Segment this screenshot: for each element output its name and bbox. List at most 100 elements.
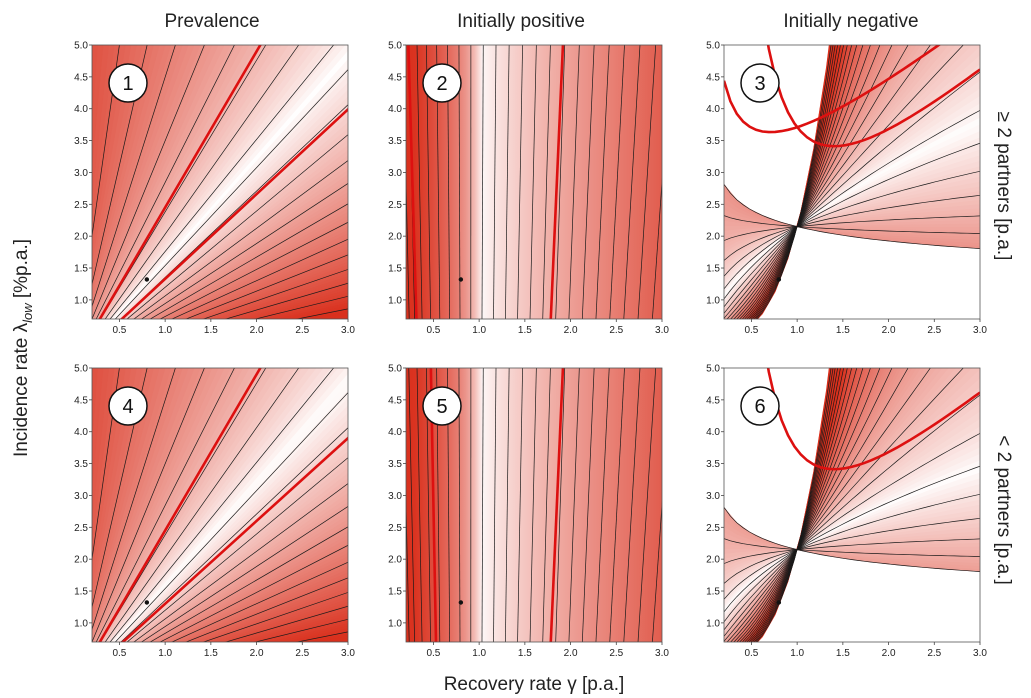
- heatmap-band: [92, 368, 104, 492]
- heatmap-band: [97, 368, 256, 642]
- y-axis-title-unit: [%p.a.]: [11, 239, 32, 303]
- panel-5: 0.5 1.0 1.5 2.0 2.5 3.0 1.0 1.5 2.0 2.5 3.0 3.5 4.0 4…: [388, 364, 669, 660]
- heatmap-band: [108, 368, 331, 642]
- highlight-contour: [549, 45, 565, 319]
- contour-line: [744, 368, 853, 642]
- heatmap-band: [102, 368, 289, 642]
- contour-line: [92, 368, 205, 642]
- heatmap-band: [92, 368, 213, 642]
- heatmap-band: [110, 368, 346, 642]
- contour-line: [637, 45, 657, 319]
- contour-line: [746, 368, 848, 642]
- x-tick-label: 0.5: [112, 325, 126, 336]
- contour-line: [126, 457, 348, 642]
- y-tick-label: 3.5: [74, 136, 88, 147]
- heatmap-band: [100, 368, 276, 642]
- contour-line: [724, 45, 964, 314]
- panel-4: 0.5 1.0 1.5 2.0 2.5 3.0 1.0 1.5 2.0 2.5 3.0 3.5 4.0 4…: [74, 364, 355, 660]
- contour-line: [724, 71, 980, 308]
- y-axis-title: Incidence rate λlow [%p.a.]: [11, 239, 35, 457]
- contour-line: [581, 45, 595, 319]
- contour-line: [171, 238, 348, 319]
- y-tick-label: 1.0: [74, 295, 88, 306]
- plot-area: [92, 368, 348, 642]
- contour-line: [104, 368, 300, 642]
- contour-line: [724, 184, 980, 249]
- x-tick-label: 0.5: [426, 325, 440, 336]
- x-tick-label: 2.5: [927, 325, 941, 336]
- contour-line: [739, 45, 864, 319]
- column-title-prevalence: Prevalence: [164, 11, 259, 32]
- contour-line: [741, 368, 858, 642]
- x-tick-label: 0.5: [112, 648, 126, 659]
- contour-line: [724, 538, 980, 564]
- panel-number-badge: [740, 63, 780, 103]
- contour-line: [493, 45, 497, 319]
- contour-line: [202, 592, 348, 642]
- y-tick-label: 3.0: [74, 168, 88, 179]
- y-tick-label: 3.0: [388, 491, 402, 502]
- heatmap-band: [92, 45, 115, 223]
- contour-line: [416, 45, 423, 319]
- y-tick-label: 4.0: [706, 427, 720, 438]
- contour-line: [185, 254, 348, 319]
- contour-line: [408, 368, 415, 642]
- y-tick-label: 1.5: [74, 587, 88, 598]
- x-tick-label: 3.0: [973, 648, 987, 659]
- contour-line: [724, 368, 931, 642]
- contour-line: [140, 183, 348, 319]
- x-tick-label: 2.5: [927, 648, 941, 659]
- x-axis-title: Recovery rate γ [p.a.]: [444, 674, 625, 695]
- contour-line: [185, 577, 348, 642]
- x-tick-label: 1.0: [158, 648, 172, 659]
- row-label-top: ≥ 2 partners [p.a.]: [993, 112, 1014, 261]
- x-tick-label: 2.0: [882, 325, 896, 336]
- x-tick-label: 1.0: [472, 648, 486, 659]
- y-tick-label: 2.0: [388, 555, 402, 566]
- y-tick-label: 3.5: [706, 459, 720, 470]
- contour-line: [505, 368, 510, 642]
- x-tick-label: 1.0: [472, 325, 486, 336]
- contour-line: [726, 45, 909, 319]
- contour-line: [724, 368, 964, 637]
- y-tick-label: 1.0: [706, 295, 720, 306]
- y-tick-label: 3.0: [706, 168, 720, 179]
- highlight-contour: [766, 45, 980, 148]
- contour-line: [581, 368, 595, 642]
- contour-line: [652, 176, 662, 319]
- y-tick-label: 2.5: [388, 523, 402, 534]
- heatmap-band: [109, 368, 339, 642]
- y-axis-title-main: Incidence rate λ: [11, 322, 32, 457]
- y-tick-label: 1.5: [706, 264, 720, 275]
- panel-number-badge: [108, 386, 148, 426]
- y-tick-label: 3.5: [706, 136, 720, 147]
- contour-line: [114, 392, 348, 642]
- heatmap-band: [103, 45, 296, 319]
- plot-area: [724, 368, 980, 642]
- panel-2: 0.5 1.0 1.5 2.0 2.5 3.0 1.0 1.5 2.0 2.5 3.0 3.5 4.0 4…: [388, 41, 669, 337]
- contour-line: [595, 45, 610, 319]
- contour-line: [724, 493, 980, 600]
- heatmap-band: [92, 45, 219, 319]
- contour-line: [730, 45, 893, 319]
- marker-point: [458, 600, 464, 605]
- contour-line: [726, 368, 909, 642]
- contour-line: [114, 69, 348, 319]
- contour-line: [755, 45, 834, 319]
- contour-line: [120, 104, 348, 319]
- contour-line: [159, 544, 348, 642]
- x-tick-label: 2.0: [250, 648, 264, 659]
- heatmap-band: [111, 368, 348, 642]
- plot-area: [92, 45, 348, 319]
- contour-line: [481, 45, 484, 319]
- marker-point: [776, 600, 782, 605]
- heatmap-band: [102, 45, 289, 319]
- y-tick-label: 4.5: [706, 72, 720, 83]
- contour-line: [568, 368, 580, 642]
- heatmap-band: [92, 368, 219, 642]
- contour-line: [746, 45, 848, 319]
- heatmap-band: [92, 368, 98, 447]
- contour-line: [542, 368, 551, 642]
- contour-line: [109, 368, 335, 642]
- y-tick-label: 3.0: [706, 491, 720, 502]
